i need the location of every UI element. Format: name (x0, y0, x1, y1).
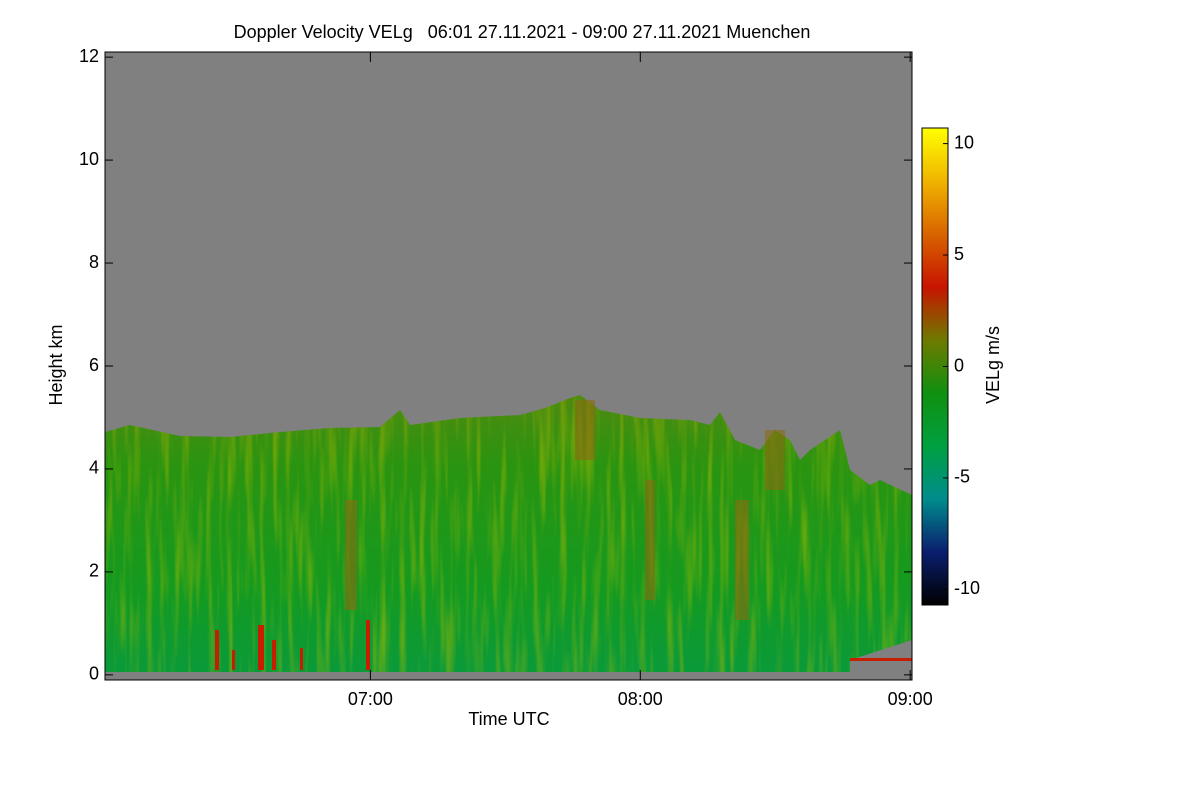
colorbar-tick-label: 10 (954, 132, 974, 152)
x-tick-label: 09:00 (888, 689, 933, 709)
y-tick-label: 10 (79, 149, 99, 169)
chart-title: Doppler Velocity VELg 06:01 27.11.2021 -… (234, 22, 811, 42)
y-tick-label: 12 (79, 46, 99, 66)
y-tick-label: 0 (89, 664, 99, 684)
colorbar-label: VELg m/s (983, 326, 1003, 404)
colorbar-tick-label: 0 (954, 355, 964, 375)
x-tick-label: 08:00 (618, 689, 663, 709)
x-tick-label: 07:00 (348, 689, 393, 709)
y-tick-label: 6 (89, 355, 99, 375)
echo-olive-streaks (345, 400, 785, 620)
x-axis-label: Time UTC (468, 709, 549, 729)
colorbar-tick-label: -5 (954, 467, 970, 487)
y-tick-label: 4 (89, 458, 99, 478)
colorbar-tick-label: 5 (954, 244, 964, 264)
echo-field (105, 395, 912, 672)
y-tick-label: 8 (89, 252, 99, 272)
y-tick-label: 2 (89, 561, 99, 581)
colorbar-tick-label: -10 (954, 578, 980, 598)
echo-texture (105, 395, 912, 672)
y-axis-label: Height km (46, 324, 66, 405)
echo-red-patches (215, 620, 912, 670)
